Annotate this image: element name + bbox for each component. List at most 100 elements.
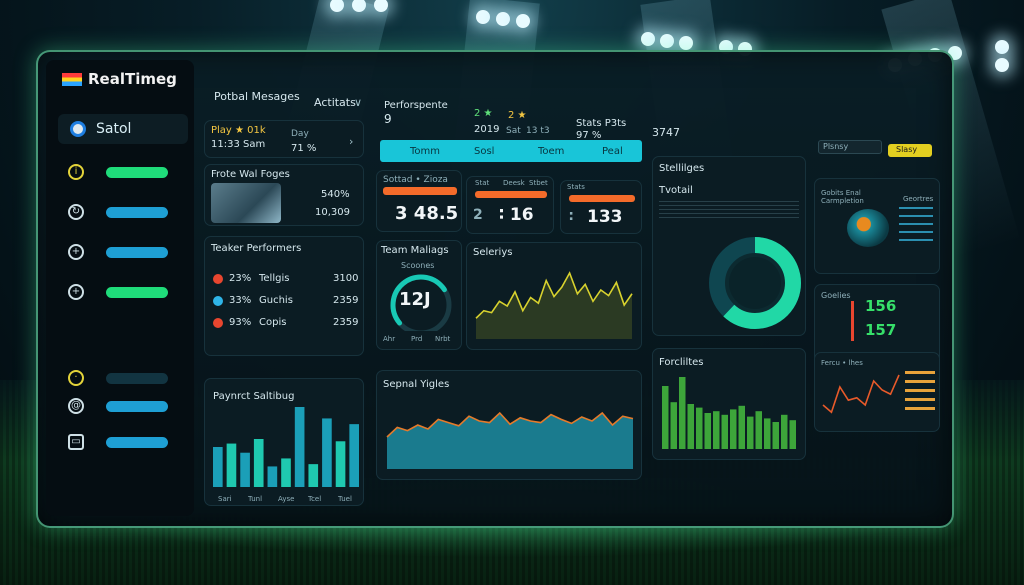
rev-card: Fercu • lhes xyxy=(814,352,940,432)
kpi3-bar xyxy=(569,195,635,202)
line-series xyxy=(475,271,633,319)
chevron-down-icon[interactable]: ∨ xyxy=(354,96,363,109)
match-card[interactable]: Frote Wal Foges 540% 10,309 xyxy=(204,164,364,226)
performers-title: Teaker Performers xyxy=(211,243,302,254)
match-v1: 540% xyxy=(321,189,350,200)
performer-val: 2359 xyxy=(333,317,359,328)
performer-name: Copis xyxy=(259,317,287,328)
performer-pct: 93% xyxy=(229,317,252,328)
nav-messages[interactable]: Potbal Mesages xyxy=(214,90,300,103)
play-side2: 71 % xyxy=(291,143,317,154)
bar xyxy=(349,424,359,487)
goals-v2: 157 xyxy=(865,321,897,339)
map-card: Gobits Enal Carmpletion Geortres xyxy=(814,178,940,274)
bar xyxy=(267,466,278,487)
refresh-icon: ↻ xyxy=(68,204,84,220)
team-card: Team Maliags Scoones 12J Ahr Prd Nrbt xyxy=(376,240,462,350)
logo-icon xyxy=(62,72,82,86)
sidebar-bar xyxy=(106,436,168,448)
account-icon: @ xyxy=(68,398,84,414)
tab-item[interactable]: Toem xyxy=(538,146,565,157)
bar xyxy=(696,407,703,449)
bar xyxy=(281,458,291,487)
kpi2-bar xyxy=(475,191,547,198)
play-side1: Day xyxy=(291,129,309,139)
chevron-right-icon[interactable]: › xyxy=(349,135,354,148)
user-name: Satol xyxy=(96,121,132,137)
sidebar-item-history[interactable]: · xyxy=(68,370,168,386)
payment-title: Paynrct Saltibug xyxy=(213,391,295,402)
history-icon: · xyxy=(68,370,84,386)
stat3-bottom: 97 % xyxy=(576,130,602,141)
sidebar-bar xyxy=(106,206,168,218)
line-fill xyxy=(476,273,632,339)
team-gauge xyxy=(390,274,452,331)
forecast-card: Forcliltes xyxy=(652,348,806,460)
performer-val: 3100 xyxy=(333,273,359,284)
sidebar-bar xyxy=(106,286,168,298)
goals-v1: 156 xyxy=(865,297,897,315)
stat2-top: 2 ★ xyxy=(508,110,527,121)
stat2-bottom: 13 t3 xyxy=(526,126,550,136)
sidebar-item-account[interactable]: @ xyxy=(68,398,168,414)
settings-donut xyxy=(709,237,801,329)
settings-sub: Tvotail xyxy=(659,185,693,196)
bar xyxy=(662,386,669,449)
bar xyxy=(226,443,237,487)
stat2-mid: Sat xyxy=(506,126,521,136)
dashboard-panel: RealTimeg Satol i ↻ + + · @ xyxy=(36,50,954,528)
app-logo[interactable]: RealTimeg xyxy=(62,70,177,88)
tab-item[interactable]: Peal xyxy=(602,146,623,157)
payment-card: Paynrct Saltibug Sari Tunl Ayse Tcel Tuel xyxy=(204,378,364,506)
team-value: 12J xyxy=(399,289,431,310)
bar-label: Tunl xyxy=(247,495,262,503)
sidebar-item-alerts[interactable]: i xyxy=(68,164,168,180)
performer-dot xyxy=(213,296,223,306)
bar xyxy=(308,464,319,487)
top-select[interactable]: Plsnsy xyxy=(818,140,882,154)
goals-card: Goelies 156 157 xyxy=(814,284,940,364)
globe-icon: + xyxy=(68,244,84,260)
kpi-card-1[interactable]: Sottad • Zioza 3 48.5 xyxy=(376,170,462,232)
performers-card: Teaker Performers 23% Tellgis 3100 33% G… xyxy=(204,236,364,356)
performer-pct: 33% xyxy=(229,295,252,306)
area-fill xyxy=(387,413,633,469)
settings-text-block xyxy=(659,201,799,221)
monitor-icon: ▭ xyxy=(68,434,84,450)
match-v2: 10,309 xyxy=(315,207,350,218)
kpi2-value: ∶ 16 xyxy=(499,205,534,225)
stats-title: Seleriys xyxy=(473,247,513,258)
sidebar-item-globe[interactable]: + xyxy=(68,244,168,260)
kpi-card-3[interactable]: Stats ∶ 133 xyxy=(560,180,642,234)
bar xyxy=(687,404,694,449)
bar xyxy=(730,409,737,449)
sidebar-item-refresh[interactable]: ↻ xyxy=(68,204,168,220)
sidebar-item-world[interactable]: + xyxy=(68,284,168,300)
signal-card: Sepnal Yigles xyxy=(376,370,642,480)
settings-card: Stellilges Tvotail xyxy=(652,156,806,336)
forecast-bar-chart xyxy=(662,377,796,449)
team-title: Team Maliags xyxy=(381,245,449,256)
top-button[interactable]: Slasy xyxy=(888,144,932,157)
performer-name: Guchis xyxy=(259,295,293,306)
kpi-card-2[interactable]: Stat Deesk Stbet 2 ∶ 16 xyxy=(466,176,554,234)
rev-series xyxy=(822,374,900,414)
kpi1-value: 3 48.5 xyxy=(395,203,459,224)
sidebar-item-display[interactable]: ▭ xyxy=(68,434,168,450)
bar-label: Tuel xyxy=(337,495,352,503)
bar-label: Sari xyxy=(218,495,232,503)
stat1-bottom: 2019 xyxy=(474,124,500,135)
sidebar-bar xyxy=(106,166,168,178)
sidebar-bar xyxy=(106,372,168,384)
nav-activities[interactable]: Actitats xyxy=(314,96,356,109)
bar xyxy=(240,452,250,487)
play-card[interactable]: Play ★ 01k 11:33 Sam Day 71 % › xyxy=(204,120,364,158)
bar-label: Tcel xyxy=(307,495,321,503)
tab-item[interactable]: Tomm xyxy=(410,146,441,157)
tab-item[interactable]: Sosl xyxy=(474,146,495,157)
goals-divider xyxy=(851,301,854,341)
kpi3-value: 133 xyxy=(587,207,623,227)
match-title: Frote Wal Foges xyxy=(211,169,290,180)
user-profile[interactable]: Satol xyxy=(58,114,188,144)
bar xyxy=(679,377,686,449)
